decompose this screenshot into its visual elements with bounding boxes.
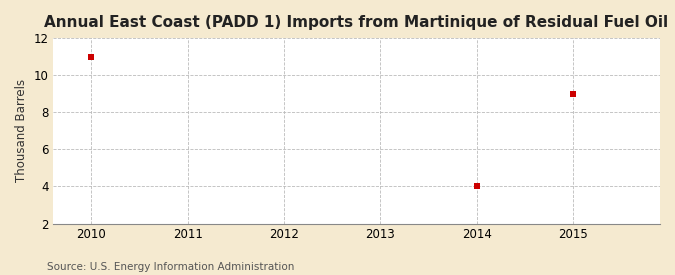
Y-axis label: Thousand Barrels: Thousand Barrels — [15, 79, 28, 182]
Title: Annual East Coast (PADD 1) Imports from Martinique of Residual Fuel Oil: Annual East Coast (PADD 1) Imports from … — [45, 15, 668, 30]
Text: Source: U.S. Energy Information Administration: Source: U.S. Energy Information Administ… — [47, 262, 294, 271]
